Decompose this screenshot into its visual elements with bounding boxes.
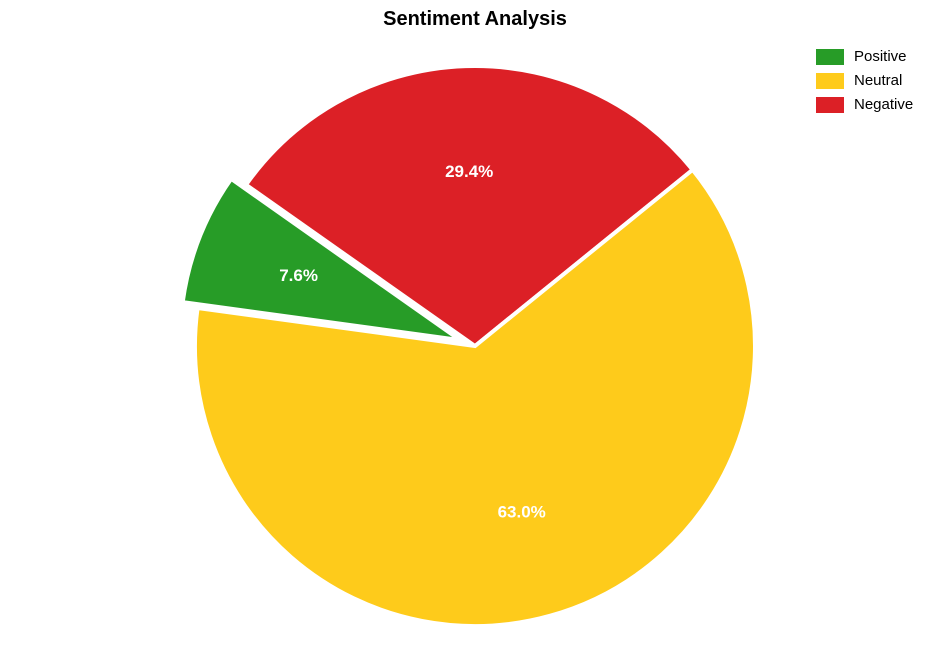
pie-slice-label-neutral: 63.0%: [498, 503, 546, 522]
pie-chart: 29.4% 7.6% 63.0%: [0, 0, 950, 662]
chart-container: Sentiment Analysis 29.4%7.6%63.0% Positi…: [0, 0, 950, 662]
legend-item-neutral: Neutral: [816, 72, 913, 89]
legend-label-positive: Positive: [854, 48, 907, 65]
pie-slice-label-positive: 7.6%: [279, 266, 318, 285]
legend-swatch-negative: [816, 97, 844, 113]
legend-label-negative: Negative: [854, 96, 913, 113]
pie-slice-label-negative: 29.4%: [445, 162, 493, 181]
legend-swatch-positive: [816, 49, 844, 65]
legend-label-neutral: Neutral: [854, 72, 902, 89]
legend-item-negative: Negative: [816, 96, 913, 113]
legend-swatch-neutral: [816, 73, 844, 89]
legend-item-positive: Positive: [816, 48, 913, 65]
legend: Positive Neutral Negative: [816, 48, 913, 120]
